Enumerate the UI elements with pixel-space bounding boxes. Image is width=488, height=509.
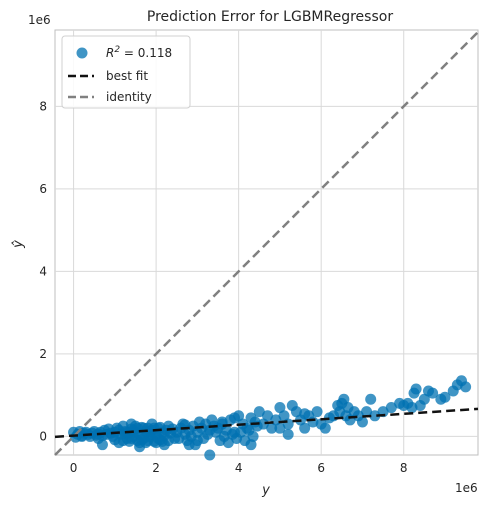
data-point — [202, 428, 214, 440]
x-tick-labels: 0 2 4 6 8 — [70, 461, 408, 475]
x-tick-label: 0 — [70, 461, 78, 475]
data-point — [222, 437, 234, 449]
legend-label-best-fit: best fit — [106, 69, 148, 83]
data-point — [369, 410, 381, 422]
legend: R2 = 0.118 best fit identity — [61, 35, 191, 109]
data-point — [158, 439, 170, 451]
data-point — [290, 406, 302, 418]
x-tick-label: 4 — [235, 461, 243, 475]
identity-line — [54, 31, 479, 456]
data-point — [418, 393, 430, 405]
data-point — [410, 383, 422, 395]
data-point — [191, 435, 203, 447]
best-fit-line — [54, 407, 479, 439]
data-point — [311, 406, 323, 418]
data-point — [235, 426, 247, 438]
data-point — [338, 393, 350, 405]
data-point — [319, 422, 331, 434]
data-point — [385, 402, 397, 414]
y-axis-label: ŷ — [11, 240, 26, 249]
x-tick-label: 8 — [400, 461, 408, 475]
data-point — [282, 428, 294, 440]
data-point — [257, 418, 269, 430]
data-point — [361, 406, 373, 418]
y-tick-label: 4 — [39, 264, 47, 278]
data-point — [274, 402, 286, 414]
data-point — [206, 414, 218, 426]
data-point — [274, 422, 286, 434]
legend-label-identity: identity — [106, 90, 152, 104]
x-tick-label: 2 — [152, 461, 160, 475]
data-point — [439, 391, 451, 403]
y-tick-label: 0 — [39, 429, 47, 443]
data-point — [299, 408, 311, 420]
data-point — [278, 410, 290, 422]
data-point — [356, 416, 368, 428]
data-point — [262, 410, 274, 422]
data-point — [173, 432, 185, 444]
data-point — [247, 430, 259, 442]
data-point — [134, 441, 146, 453]
y-tick-labels: 0 2 4 6 8 — [39, 99, 47, 443]
y-tick-label: 2 — [39, 347, 47, 361]
data-point — [109, 434, 121, 446]
scatter-points — [68, 375, 472, 461]
data-point — [204, 449, 216, 461]
data-point — [427, 387, 439, 399]
data-point — [193, 416, 205, 428]
y-tick-label: 6 — [39, 182, 47, 196]
x-tick-label: 6 — [317, 461, 325, 475]
data-point — [229, 412, 241, 424]
data-point — [266, 422, 278, 434]
chart-title: Prediction Error for LGBMRegressor — [147, 9, 393, 25]
data-point — [123, 435, 135, 447]
legend-label-r2: R2 = 0.118 — [106, 45, 172, 60]
data-point — [146, 418, 158, 430]
x-offset-label: 1e6 — [455, 481, 478, 495]
data-point — [183, 439, 195, 451]
data-point — [245, 439, 257, 451]
data-point — [406, 402, 418, 414]
data-point — [92, 432, 104, 444]
legend-marker-points — [76, 47, 88, 59]
x-axis-label: y — [261, 483, 270, 498]
data-point — [253, 406, 265, 418]
data-point — [125, 418, 137, 430]
data-point — [299, 422, 311, 434]
data-point — [460, 381, 472, 393]
data-point — [365, 393, 377, 405]
y-tick-label: 8 — [39, 99, 47, 113]
y-offset-label: 1e6 — [28, 13, 51, 27]
